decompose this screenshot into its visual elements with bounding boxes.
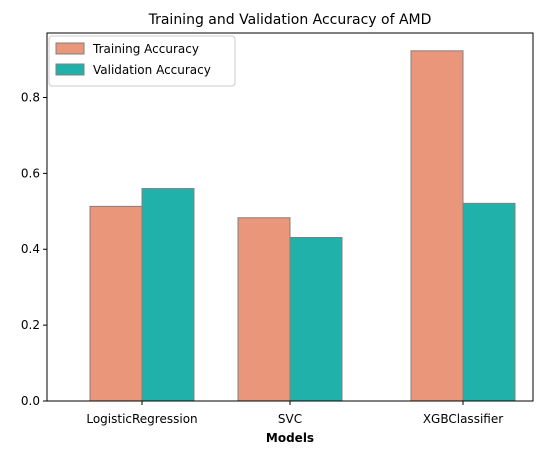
y-tick-label: 0.2 bbox=[21, 318, 40, 332]
bar-training-svc bbox=[237, 217, 291, 402]
y-axis: 0.0 0.2 0.4 0.6 0.8 bbox=[21, 90, 47, 408]
bars-group bbox=[89, 50, 516, 402]
legend-frame bbox=[48, 35, 236, 87]
bar-validation-xgbclassifier bbox=[462, 202, 516, 402]
x-axis-label: Models bbox=[266, 431, 314, 445]
x-axis: LogisticRegression SVC XGBClassifier bbox=[86, 401, 503, 426]
bar-validation-svc bbox=[289, 236, 343, 402]
legend-label-training: Training Accuracy bbox=[92, 42, 199, 56]
y-tick-label: 0.4 bbox=[21, 242, 40, 256]
x-tick-label: XGBClassifier bbox=[423, 412, 503, 426]
x-tick-label: LogisticRegression bbox=[86, 412, 197, 426]
x-tick-label: SVC bbox=[278, 412, 302, 426]
y-tick-label: 0.6 bbox=[21, 166, 40, 180]
legend: Training Accuracy Validation Accuracy bbox=[48, 35, 236, 87]
bar-training-xgbclassifier bbox=[410, 50, 464, 402]
bar-training-logisticregression bbox=[89, 205, 143, 402]
bar-validation-logisticregression bbox=[141, 188, 195, 402]
legend-swatch-training bbox=[55, 42, 85, 55]
y-tick-label: 0.0 bbox=[21, 394, 40, 408]
chart-title: Training and Validation Accuracy of AMD bbox=[148, 12, 432, 28]
legend-label-validation: Validation Accuracy bbox=[93, 63, 211, 77]
legend-swatch-validation bbox=[55, 63, 85, 76]
y-tick-label: 0.8 bbox=[21, 90, 40, 104]
